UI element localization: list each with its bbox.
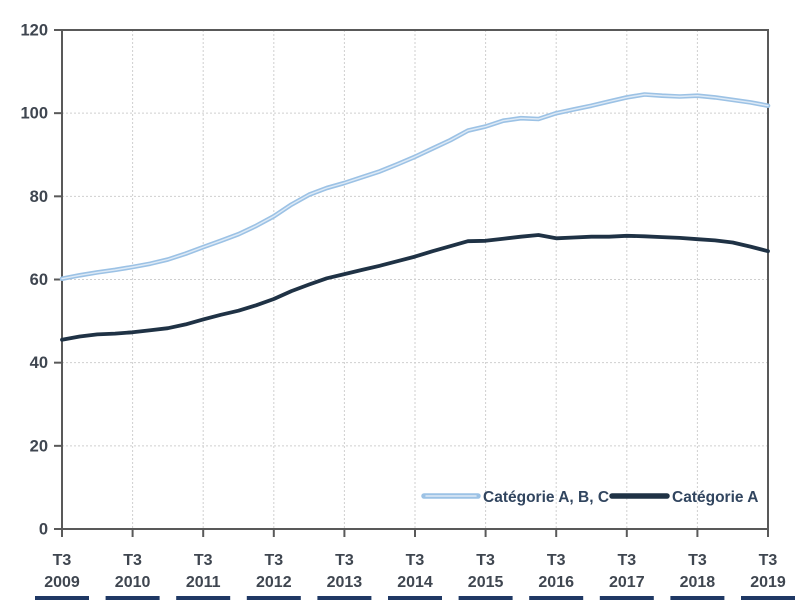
y-axis-tick-label: 60 xyxy=(30,271,48,289)
bottom-crop-strip-segment xyxy=(105,596,160,600)
x-axis-tick-quarter-label: T3 xyxy=(617,552,636,569)
x-axis-tick-quarter-label: T3 xyxy=(406,552,425,569)
x-axis-tick-year-label: 2012 xyxy=(256,574,292,591)
legend-label-categorie-a: Catégorie A xyxy=(672,489,758,506)
x-axis-tick-year-label: 2018 xyxy=(680,574,716,591)
bottom-crop-strip-segment xyxy=(529,596,584,600)
x-axis-tick-quarter-label: T3 xyxy=(264,552,283,569)
x-axis-tick-year-label: 2016 xyxy=(538,574,574,591)
y-axis-tick-label: 80 xyxy=(30,188,48,206)
x-axis-tick-year-label: 2019 xyxy=(750,574,786,591)
y-axis-tick-label: 120 xyxy=(20,22,48,40)
bottom-crop-strip-segment xyxy=(176,596,231,600)
y-axis-tick-label: 40 xyxy=(30,354,48,372)
x-axis-tick-quarter-label: T3 xyxy=(53,552,72,569)
x-axis-tick-quarter-label: T3 xyxy=(194,552,213,569)
x-axis-tick-year-label: 2017 xyxy=(609,574,645,591)
bottom-crop-strip-segment xyxy=(317,596,372,600)
series-line-highlight-categorie-a-b-c xyxy=(61,93,769,280)
x-axis-tick-quarter-label: T3 xyxy=(759,552,778,569)
x-axis-tick-quarter-label: T3 xyxy=(123,552,142,569)
legend-label-categorie-a-b-c: Catégorie A, B, C xyxy=(483,489,609,506)
y-axis-tick-label: 100 xyxy=(20,105,48,123)
y-axis-tick-label: 20 xyxy=(30,437,48,455)
bottom-crop-strip-segment xyxy=(599,596,654,600)
y-axis-tick-label: 0 xyxy=(39,521,48,539)
x-axis-tick-quarter-label: T3 xyxy=(688,552,707,569)
bottom-crop-strip-segment xyxy=(458,596,513,600)
bottom-crop-strip-segment xyxy=(741,596,795,600)
x-axis-tick-year-label: 2013 xyxy=(327,574,363,591)
x-axis-tick-year-label: 2009 xyxy=(44,574,80,591)
x-axis-tick-quarter-label: T3 xyxy=(547,552,566,569)
x-axis-tick-year-label: 2015 xyxy=(468,574,504,591)
x-axis-tick-year-label: 2011 xyxy=(186,574,221,591)
bottom-crop-strip-segment xyxy=(670,596,725,600)
bottom-crop-strip-segment xyxy=(246,596,301,600)
series-line-categorie-a xyxy=(60,233,770,342)
x-axis-tick-quarter-label: T3 xyxy=(335,552,354,569)
x-axis-tick-quarter-label: T3 xyxy=(476,552,495,569)
x-axis-tick-year-label: 2010 xyxy=(115,574,151,591)
bottom-crop-strip-segment xyxy=(35,596,89,600)
bottom-crop-strip-segment xyxy=(388,596,442,600)
x-axis-tick-year-label: 2014 xyxy=(397,574,433,591)
